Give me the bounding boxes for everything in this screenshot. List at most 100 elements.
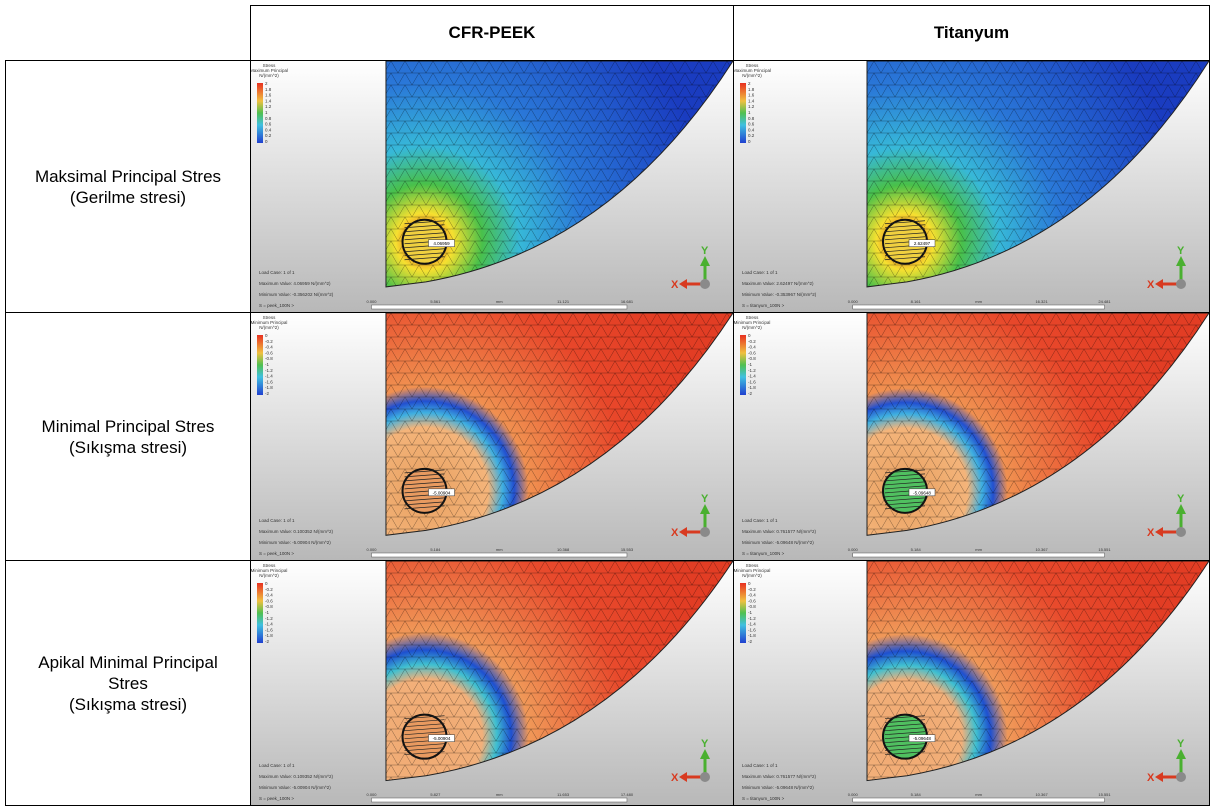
legend-tick-label: 1.8 [265,87,272,92]
info-text: Minimum Value: -5.00904 N/(mm^2) [259,540,331,545]
legend-tick-label: -1.2 [265,368,273,373]
legend-bar [740,83,746,143]
scale-label: 0.000 [366,299,377,304]
legend-tick-label: -1 [748,610,752,615]
probe-label: 4.06959 [433,241,450,246]
scale-bar [372,305,627,309]
probe-label: -5.00904 [433,490,451,495]
legend-tick-label: -1.8 [748,385,756,390]
info-text: Minimum Value: -5.09648 N/(mm^2) [742,540,814,545]
info-text: Load Case: 1 of 1 [259,518,295,523]
x-axis-label: X [671,527,679,539]
legend-tick-label: 0.8 [265,116,272,121]
legend-tick-label: -1.4 [748,374,756,379]
legend-tick-label: 1.2 [748,104,755,109]
x-axis-label: X [671,279,679,291]
x-axis-label: X [1147,527,1155,539]
info-text: Maximum Value: 0.109352 N/(mm^2) [259,774,334,779]
axis-origin [700,527,710,537]
legend-tick-label: 0.2 [748,133,755,138]
probe-label: 2.62497 [914,241,931,246]
fea-render: -5.00904StressMinimum PrincipalN/(mm^2)0… [251,313,733,560]
scale-label: 0.000 [848,547,859,552]
legend-tick-label: -0.6 [748,598,756,603]
legend-title: N/(mm^2) [259,73,279,78]
legend-title: N/(mm^2) [742,573,762,578]
y-axis-label: Y [1177,245,1185,257]
legend-tick-label: 0.4 [265,127,272,132]
legend-tick-label: -1.4 [265,374,273,379]
legend-tick-label: 0.6 [265,122,272,127]
result-image: -5.00904StressMinimum PrincipalN/(mm^2)0… [250,560,734,806]
legend-tick-label: -1.4 [748,622,756,627]
legend-tick-label: -0.2 [265,339,273,344]
scale-label: 5.184 [911,792,922,797]
info-text: Load Case: 1 of 1 [259,763,295,768]
info-text: Maximum Value: 2.62497 N/(mm^2) [742,281,814,286]
scale-label: mm [496,792,503,797]
scale-label: 0.000 [366,547,377,552]
info-text: Load Case: 1 of 1 [742,763,778,768]
legend-tick-label: -0.2 [748,587,756,592]
row-label: Maksimal Principal Stres(Gerilme stresi) [5,60,251,313]
fea-render: -5.09648StressMinimum PrincipalN/(mm^2)0… [734,313,1209,560]
legend-bar [257,583,263,643]
scale-label: 10.367 [1035,792,1048,797]
axis-origin [1176,527,1186,537]
legend-tick-label: 1.4 [265,98,272,103]
legend-tick-label: -2 [748,639,752,644]
info-text: Maximum Value: 0.761577 N/(mm^2) [742,774,817,779]
legend-title: N/(mm^2) [259,325,279,330]
scale-label: 10.367 [1035,547,1048,552]
probe-label: -5.00904 [433,736,451,741]
scale-label: 0.000 [848,299,859,304]
legend-tick-label: 1.2 [265,104,272,109]
probe-label: -5.09648 [913,490,931,495]
scale-label: 0.000 [848,792,859,797]
legend-tick-label: -1.8 [748,633,756,638]
legend-tick-label: -0.4 [748,345,756,350]
scale-label: 24.481 [1098,299,1111,304]
row-label: Minimal Principal Stres(Sıkışma stresi) [5,312,251,561]
info-text: Load Case: 1 of 1 [742,270,778,275]
legend-tick-label: -1.6 [265,627,273,632]
info-text: Maximum Value: 4.06959 N/(mm^2) [259,281,331,286]
legend-tick-label: 0.8 [748,116,755,121]
legend-tick-label: -0.6 [748,350,756,355]
scale-bar [853,305,1105,309]
row-label-line: Minimal Principal Stres [42,416,215,437]
scale-label: 17.480 [621,792,634,797]
scale-label: mm [496,547,503,552]
info-text: Maximum Value: 0.761577 N/(mm^2) [742,529,817,534]
info-text: Maximum Value: 0.100352 N/(mm^2) [259,529,334,534]
y-axis-label: Y [1177,493,1185,505]
legend-tick-label: -0.8 [748,604,756,609]
legend-tick-label: -1.8 [265,633,273,638]
legend-tick-label: -0.6 [265,350,273,355]
info-text: Load Case: 1 of 1 [742,518,778,523]
legend-tick-label: -0.2 [748,339,756,344]
x-axis-label: X [1147,279,1155,291]
scale-label: 11.121 [557,299,570,304]
legend-tick-label: 1.8 [748,87,755,92]
legend-title: N/(mm^2) [742,325,762,330]
row-label-line: (Sıkışma stresi) [69,694,187,715]
scale-label: mm [975,299,982,304]
legend-title: N/(mm^2) [259,573,279,578]
legend-bar [257,335,263,395]
legend-tick-label: -2 [265,391,269,396]
header-text: CFR-PEEK [449,23,536,43]
fea-render: 4.06959StressMaximum PrincipalN/(mm^2)21… [251,61,733,312]
legend-tick-label: -1 [265,362,269,367]
info-text: S = peek_100N > [259,551,294,556]
legend-tick-label: -0.2 [265,587,273,592]
scale-label: 11.653 [557,792,570,797]
scale-label: 0.000 [366,792,377,797]
scale-label: 5.827 [430,792,441,797]
legend-tick-label: -2 [748,391,752,396]
header-cell: Titanyum [733,5,1210,61]
